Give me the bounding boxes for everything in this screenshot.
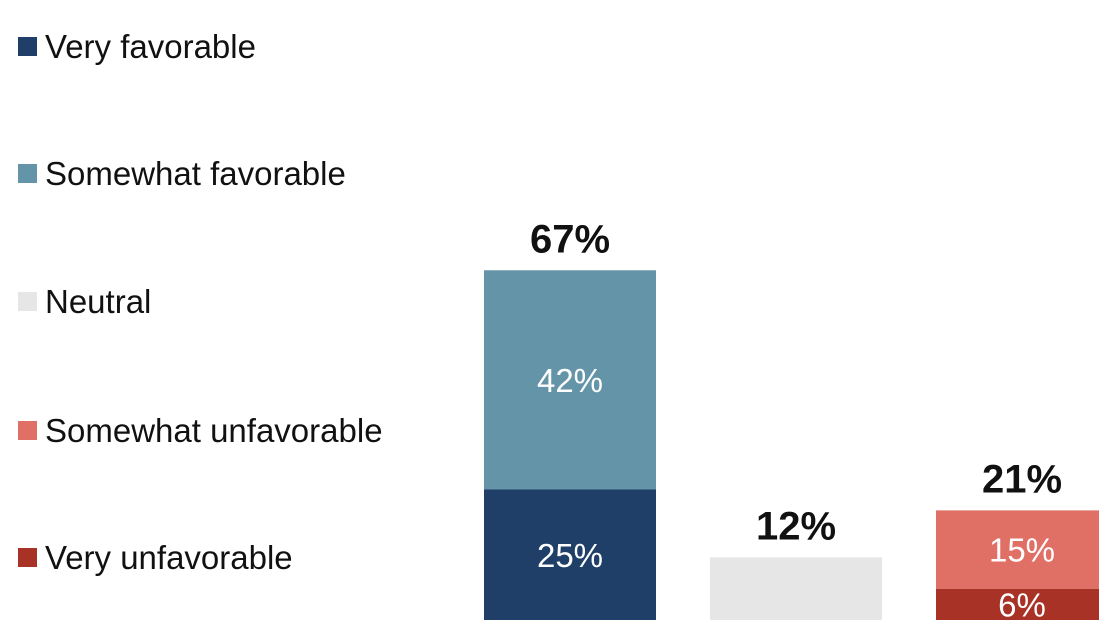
legend-label-very-favorable: Very favorable (45, 28, 256, 65)
bar-segment-favorable-somewhat-favorable (484, 270, 656, 490)
legend-swatch-somewhat-favorable (18, 164, 37, 183)
total-label-neutral: 12% (756, 504, 836, 548)
legend-label-very-unfavorable: Very unfavorable (45, 539, 293, 576)
legend-swatch-very-unfavorable (18, 548, 37, 567)
total-label-unfavorable: 21% (982, 457, 1062, 501)
legend-label-neutral: Neutral (45, 283, 151, 320)
legend-label-somewhat-favorable: Somewhat favorable (45, 155, 346, 192)
bar-segment-favorable-very-favorable (484, 489, 656, 620)
legend-label-somewhat-unfavorable: Somewhat unfavorable (45, 412, 383, 449)
segment-label-unfavorable-very-unfavorable: 6% (998, 586, 1046, 620)
bar-segment-unfavorable-very-unfavorable (936, 588, 1099, 620)
legend-swatch-neutral (18, 292, 37, 311)
total-label-favorable: 67% (530, 217, 610, 261)
bars (484, 270, 1099, 620)
legend-swatch-somewhat-unfavorable (18, 421, 37, 440)
segment-label-favorable-somewhat-favorable: 42% (537, 362, 603, 399)
legend-swatch-very-favorable (18, 37, 37, 56)
legend: Very favorable Somewhat favorable Neutral S… (18, 28, 383, 576)
bar-segment-unfavorable-somewhat-unfavorable (936, 510, 1099, 589)
bar-segment-neutral-neutral (710, 557, 882, 620)
segment-label-favorable-very-favorable: 25% (537, 537, 603, 574)
segment-label-unfavorable-somewhat-unfavorable: 15% (989, 532, 1055, 569)
data-labels: 25% 42% 67% 12% 6% 15% 21% (530, 217, 1062, 620)
